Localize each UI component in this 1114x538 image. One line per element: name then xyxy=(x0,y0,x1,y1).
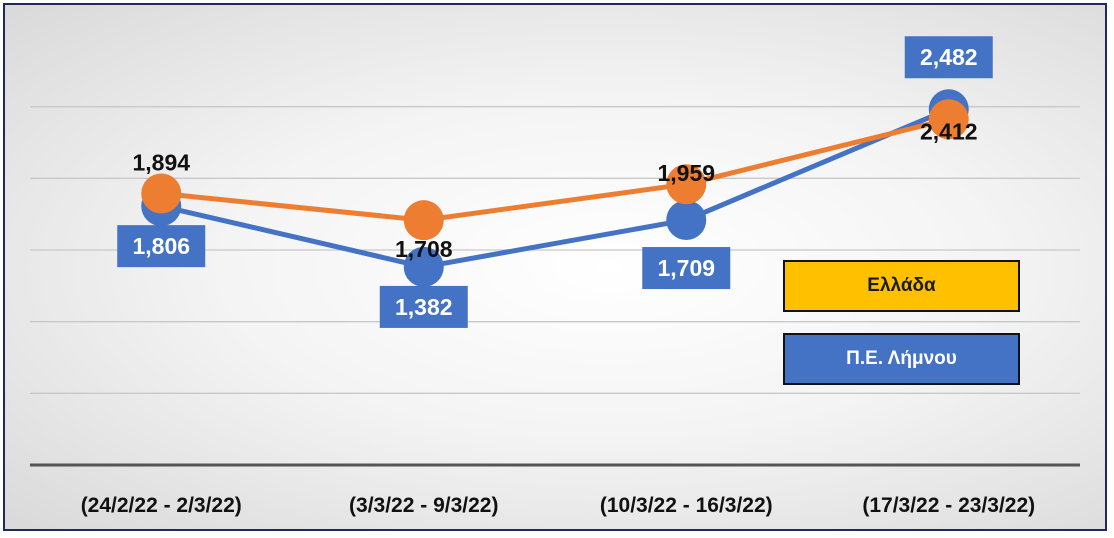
series-line xyxy=(158,116,952,223)
data-label-box xyxy=(904,36,993,79)
data-label-box xyxy=(642,247,731,290)
data-label: 1,806 xyxy=(132,233,190,259)
data-label: 1,382 xyxy=(395,294,453,320)
data-point-marker xyxy=(403,246,444,287)
legend-label-greece: Ελλάδα xyxy=(867,275,936,296)
x-tick-label: (17/3/22 - 23/3/22) xyxy=(862,494,1035,517)
data-label-box xyxy=(117,225,206,268)
data-label: 2,412 xyxy=(920,118,978,144)
x-tick-label: (10/3/22 - 16/3/22) xyxy=(600,494,773,517)
legend-label-limnos: Π.Ε. Λήμνου xyxy=(846,348,957,369)
x-tick-label: (3/3/22 - 9/3/22) xyxy=(349,494,498,517)
data-label: 1,709 xyxy=(657,255,715,281)
legend-item-limnos: Π.Ε. Λήμνου xyxy=(783,333,1020,385)
data-label: 2,482 xyxy=(920,44,978,70)
data-label: 1,708 xyxy=(395,236,453,262)
data-point-marker xyxy=(141,173,182,214)
data-label-box xyxy=(379,285,468,328)
legend-item-greece: Ελλάδα xyxy=(783,260,1020,312)
data-point-marker xyxy=(666,200,707,241)
data-point-marker xyxy=(666,164,707,205)
data-label: 1,959 xyxy=(657,160,715,186)
data-point-marker xyxy=(928,99,969,140)
data-point-marker xyxy=(403,200,444,241)
series-line xyxy=(158,106,952,270)
x-tick-label: (24/2/22 - 2/3/22) xyxy=(81,494,242,517)
data-label: 1,894 xyxy=(132,150,190,176)
